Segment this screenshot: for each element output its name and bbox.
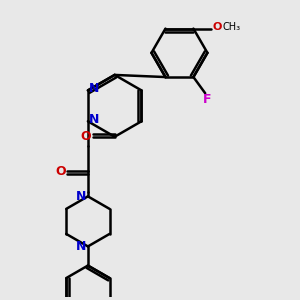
Text: CH₃: CH₃ [222,22,240,32]
Text: O: O [56,165,66,178]
Text: N: N [76,190,87,203]
Text: O: O [213,22,222,32]
Text: O: O [81,130,92,143]
Text: N: N [76,240,87,253]
Text: N: N [88,82,99,95]
Text: F: F [202,93,211,106]
Text: N: N [88,113,99,126]
